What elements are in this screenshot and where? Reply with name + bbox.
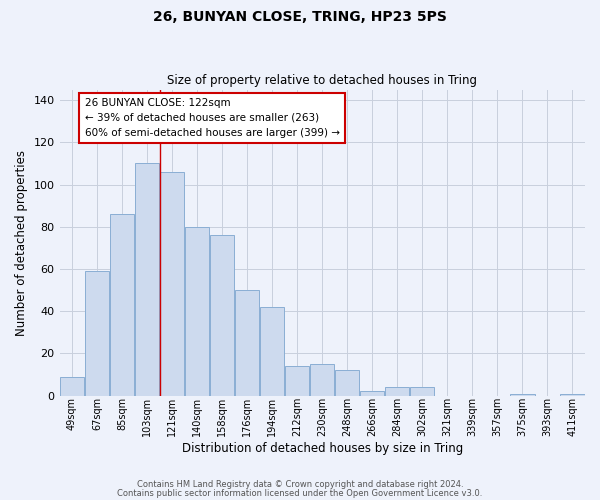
Bar (60, 376, 84, 396)
Bar (160, 172, 184, 396)
Text: Contains HM Land Registry data © Crown copyright and database right 2024.: Contains HM Land Registry data © Crown c… (137, 480, 463, 489)
Bar (410, 387, 434, 396)
Bar (511, 394, 535, 396)
Bar (185, 227, 209, 396)
Bar (260, 307, 284, 396)
Bar (360, 392, 385, 396)
Bar (235, 290, 259, 396)
Text: Contains public sector information licensed under the Open Government Licence v3: Contains public sector information licen… (118, 488, 482, 498)
X-axis label: Distribution of detached houses by size in Tring: Distribution of detached houses by size … (182, 442, 463, 455)
Bar (335, 370, 359, 396)
Bar (210, 235, 235, 396)
Title: Size of property relative to detached houses in Tring: Size of property relative to detached ho… (167, 74, 477, 87)
Bar (285, 366, 310, 396)
Bar (310, 364, 334, 396)
Text: 26 BUNYAN CLOSE: 122sqm
← 39% of detached houses are smaller (263)
60% of semi-d: 26 BUNYAN CLOSE: 122sqm ← 39% of detache… (85, 98, 340, 138)
Bar (385, 387, 409, 396)
Bar (85, 271, 109, 396)
Bar (135, 164, 159, 396)
Y-axis label: Number of detached properties: Number of detached properties (15, 150, 28, 336)
Text: 26, BUNYAN CLOSE, TRING, HP23 5PS: 26, BUNYAN CLOSE, TRING, HP23 5PS (153, 10, 447, 24)
Bar (560, 394, 584, 396)
Bar (110, 214, 134, 396)
